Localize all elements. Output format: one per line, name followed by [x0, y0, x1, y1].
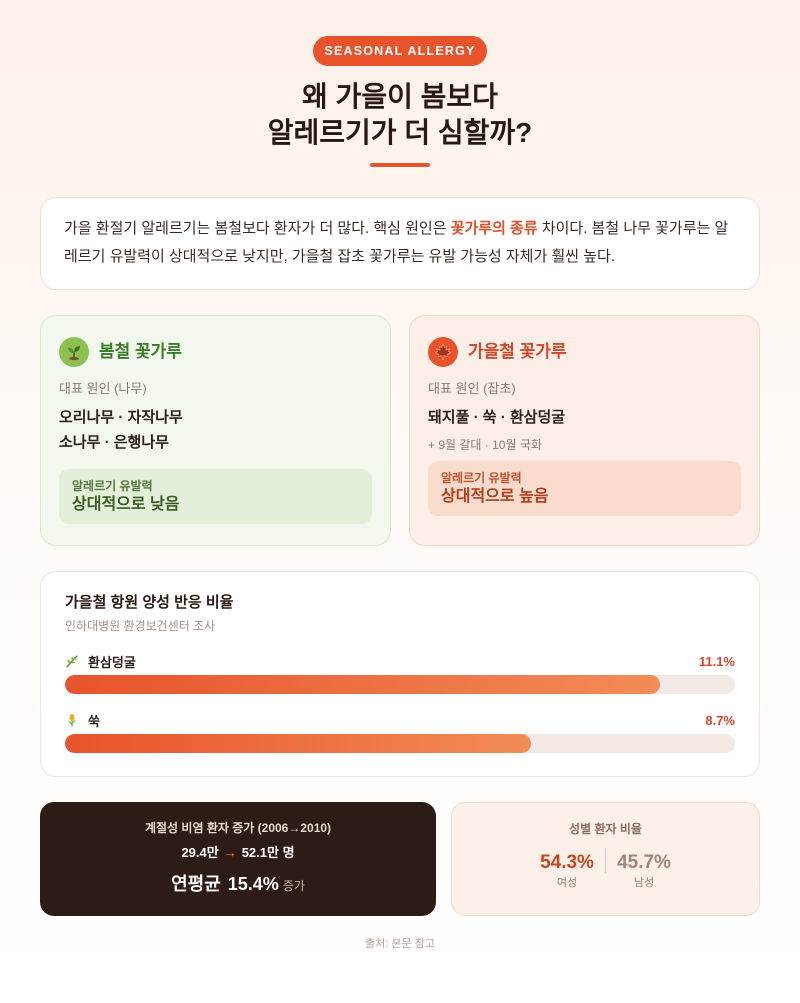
patient-increase-card: 계절성 비염 환자 증가 (2006→2010) 29.4만 → 52.1만 명 연…: [40, 802, 436, 916]
male-ratio: 45.7% 남성: [606, 851, 682, 890]
bar-track: [65, 734, 735, 753]
autumn-card-header: 가을철 꽃가루: [428, 337, 741, 367]
spring-potency-value: 상대적으로 낮음: [72, 496, 180, 513]
autumn-plant-list: 돼지풀 · 쑥 · 환삼덩굴: [428, 405, 741, 430]
bar-fill: [65, 734, 532, 753]
spring-potency-box: 알레르기 유발력 상대적으로 낮음: [59, 469, 372, 524]
bar-fill: [65, 675, 660, 694]
pollen-comparison: 봄철 꽃가루 대표 원인 (나무) 오리나무 · 자작나무 소나무 · 은행나무…: [40, 315, 760, 546]
spring-plant-list: 오리나무 · 자작나무 소나무 · 은행나무: [59, 405, 372, 455]
spring-card-header: 봄철 꽃가루: [59, 337, 372, 367]
annual-average-suffix: 증가: [282, 879, 305, 893]
gender-ratio-label: 성별 환자 비율: [569, 822, 642, 836]
gender-ratio-card: 성별 환자 비율 54.3% 여성 45.7% 남성: [451, 802, 760, 916]
bar-value-label: 8.7%: [705, 712, 735, 728]
male-label: 남성: [633, 877, 655, 889]
autumn-cause-label: 대표 원인 (잡초): [428, 381, 516, 396]
bar-category-label: 쑥: [88, 713, 100, 729]
bar-track: [65, 675, 735, 694]
title-line-2: 알레르기가 더 심할까?: [267, 117, 533, 148]
spring-plant-line: 오리나무 · 자작나무: [59, 409, 183, 426]
antigen-chart-card: 가을철 항원 양성 반응 비율 인하대병원 환경보건센터 조사 환삼덩굴 11.…: [40, 571, 760, 777]
male-ratio-value: 45.7%: [617, 852, 671, 873]
page-title: 왜 가을이 봄보다 알레르기가 더 심할까?: [40, 79, 760, 151]
annual-average-value: 15.4%: [227, 874, 279, 894]
chart-source: 인하대병원 환경보건센터 조사: [65, 619, 216, 633]
spring-pollen-card: 봄철 꽃가루 대표 원인 (나무) 오리나무 · 자작나무 소나무 · 은행나무…: [40, 315, 391, 546]
increase-arrow: →: [223, 845, 237, 860]
spring-cause-label: 대표 원인 (나무): [59, 381, 147, 396]
increase-range: 29.4만 → 52.1만 명: [56, 843, 420, 863]
intro-highlight: 꽃가루의 종류: [450, 220, 538, 237]
intro-text-start: 가을 환절기 알레르기는 봄철보다 환자가 더 많다. 핵심 원인은: [64, 220, 451, 237]
female-ratio-value: 54.3%: [540, 852, 594, 873]
intro-text: 가을 환절기 알레르기는 봄철보다 환자가 더 많다. 핵심 원인은 꽃가루의 …: [64, 215, 736, 271]
herb-icon: [65, 654, 79, 668]
increase-label: 계절성 비염 환자 증가 (2006→2010): [144, 821, 332, 835]
autumn-note: + 9월 갈대 · 10월 국화: [428, 438, 542, 452]
topic-badge: SEASONAL ALLERGY: [313, 36, 487, 66]
wheat-icon: [65, 713, 79, 727]
annual-average: 연평균 15.4% 증가: [56, 871, 420, 899]
bar-header: 환삼덩굴 11.1%: [65, 651, 735, 671]
gender-divider: [605, 848, 606, 873]
bar-category-label: 환삼덩굴: [88, 654, 136, 670]
chart-title: 가을철 항원 양성 반응 비율: [65, 594, 234, 611]
autumn-card-title: 가을철 꽃가루: [468, 342, 567, 361]
spring-card-title: 봄철 꽃가루: [99, 342, 182, 361]
intro-card: 가을 환절기 알레르기는 봄철보다 환자가 더 많다. 핵심 원인은 꽃가루의 …: [40, 197, 760, 290]
spring-plant-line: 소나무 · 은행나무: [59, 434, 169, 451]
annual-average-label: 연평균: [171, 874, 221, 894]
increase-from: 29.4만: [181, 845, 219, 860]
source-note: 출처: 본문 참고: [365, 938, 435, 950]
gender-ratio-values: 54.3% 여성 45.7% 남성: [462, 848, 749, 890]
female-ratio: 54.3% 여성: [529, 851, 605, 890]
autumn-potency-label: 알레르기 유발력: [441, 471, 522, 485]
title-underline: [370, 163, 430, 167]
autumn-potency-value: 상대적으로 높음: [441, 488, 549, 505]
maple-leaf-icon: [428, 337, 458, 367]
infographic-page: SEASONAL ALLERGY 왜 가을이 봄보다 알레르기가 더 심할까? …: [40, 36, 760, 950]
female-label: 여성: [556, 877, 578, 889]
title-line-1: 왜 가을이 봄보다: [302, 81, 498, 112]
spring-potency-label: 알레르기 유발력: [72, 479, 153, 493]
bar-row: 쑥 8.7%: [65, 710, 735, 753]
bar-header: 쑥 8.7%: [65, 710, 735, 730]
autumn-plant-line: 돼지풀 · 쑥 · 환삼덩굴: [428, 409, 566, 426]
bar-value-label: 11.1%: [698, 653, 735, 669]
bar-row: 환삼덩굴 11.1%: [65, 651, 735, 694]
sprout-icon: [59, 337, 89, 367]
intro-text-end: 차이다. 봄철 나무 꽃가루는 알레르기 유발력이 상대적으로 낮지만, 가을철…: [64, 220, 729, 265]
autumn-potency-box: 알레르기 유발력 상대적으로 높음: [428, 461, 741, 516]
stats-row: 계절성 비염 환자 증가 (2006→2010) 29.4만 → 52.1만 명 연…: [40, 802, 760, 916]
autumn-pollen-card: 가을철 꽃가루 대표 원인 (잡초) 돼지풀 · 쑥 · 환삼덩굴 + 9월 갈…: [409, 315, 760, 546]
increase-to: 52.1만 명: [241, 845, 295, 860]
